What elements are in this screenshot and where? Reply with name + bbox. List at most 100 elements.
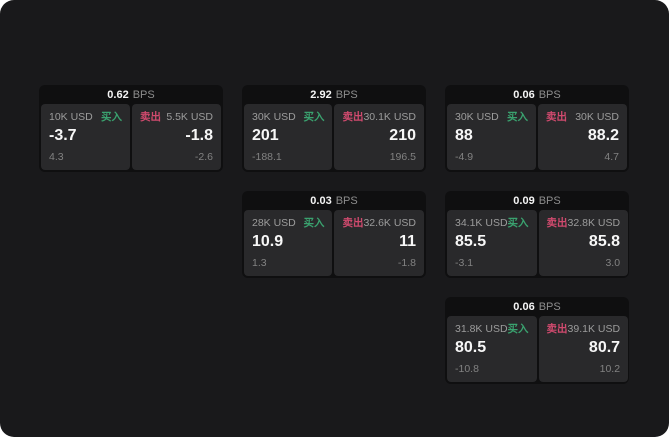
sell-side-label: 卖出 — [342, 111, 364, 123]
spread-unit-label: BPS — [132, 89, 155, 101]
sell-panel-top: 卖出 32.6K USD — [342, 217, 416, 230]
sell-change-value: -2.6 — [194, 151, 213, 163]
buy-panel-top: 30K USD 买入 — [455, 111, 528, 124]
buy-side-label: 买入 — [507, 323, 529, 335]
card-header: 0.03 BPS — [244, 193, 424, 210]
buy-panel-top: 34.1K USD 买入 — [455, 217, 529, 230]
sell-quote-panel[interactable]: 卖出 30.1K USD 210 196.5 — [334, 104, 424, 170]
spread-value: 0.03 — [310, 195, 332, 207]
buy-price-value: -3.7 — [49, 127, 77, 144]
quote-card: 2.92 BPS 30K USD 买入 201 -188.1 卖出 30.1K … — [242, 85, 426, 172]
buy-price-value: 85.5 — [455, 233, 487, 250]
buy-side-label: 买入 — [101, 111, 122, 123]
quote-panels: 31.8K USD 买入 80.5 -10.8 卖出 39.1K USD 80.… — [447, 316, 629, 382]
sell-change-value: 196.5 — [389, 151, 416, 163]
buy-price-value: 80.5 — [455, 339, 487, 356]
sell-size-label: 30K USD — [575, 111, 619, 123]
sell-panel-top: 卖出 39.1K USD — [547, 323, 621, 336]
sell-quote-panel[interactable]: 卖出 32.8K USD 85.8 3.0 — [538, 210, 629, 276]
buy-panel-top: 30K USD 买入 — [252, 111, 324, 124]
card-header: 0.09 BPS — [447, 193, 627, 210]
spread-unit-label: BPS — [538, 301, 561, 313]
quote-panels: 30K USD 买入 201 -188.1 卖出 30.1K USD 210 1… — [244, 104, 424, 170]
sell-size-label: 32.6K USD — [363, 217, 416, 229]
buy-side-label: 买入 — [303, 217, 325, 229]
buy-size-label: 34.1K USD — [455, 217, 508, 229]
spread-value: 0.06 — [513, 89, 535, 101]
buy-change-value: -10.8 — [455, 363, 479, 375]
sell-side-label: 卖出 — [342, 217, 364, 229]
buy-size-label: 31.8K USD — [455, 323, 508, 335]
spread-unit-label: BPS — [538, 89, 561, 101]
card-header: 0.62 BPS — [41, 87, 221, 104]
buy-quote-panel[interactable]: 10K USD 买入 -3.7 4.3 — [41, 104, 130, 170]
buy-quote-panel[interactable]: 30K USD 买入 201 -188.1 — [244, 104, 333, 170]
buy-size-label: 30K USD — [252, 111, 296, 123]
sell-size-label: 39.1K USD — [567, 323, 621, 335]
buy-price-value: 10.9 — [252, 233, 284, 250]
sell-change-value: 10.2 — [599, 363, 621, 375]
buy-side-label: 买入 — [507, 111, 528, 123]
quote-grid: 0.62 BPS 10K USD 买入 -3.7 4.3 卖出 5.5K USD… — [39, 85, 629, 384]
sell-side-label: 卖出 — [546, 111, 567, 123]
sell-panel-top: 卖出 5.5K USD — [140, 111, 213, 124]
quote-panels: 34.1K USD 买入 85.5 -3.1 卖出 32.8K USD 85.8… — [447, 210, 629, 276]
spread-value: 0.09 — [513, 195, 535, 207]
sell-change-value: -1.8 — [397, 257, 416, 269]
buy-price-value: 201 — [252, 127, 279, 144]
sell-price-value: 80.7 — [588, 339, 621, 356]
sell-quote-panel[interactable]: 卖出 32.6K USD 11 -1.8 — [334, 210, 424, 276]
sell-size-label: 30.1K USD — [363, 111, 416, 123]
sell-quote-panel[interactable]: 卖出 5.5K USD -1.8 -2.6 — [132, 104, 221, 170]
buy-change-value: 4.3 — [49, 151, 64, 163]
buy-side-label: 买入 — [303, 111, 325, 123]
spread-unit-label: BPS — [538, 195, 561, 207]
buy-change-value: -3.1 — [455, 257, 474, 269]
sell-change-value: 4.7 — [604, 151, 619, 163]
buy-price-value: 88 — [455, 127, 473, 144]
quote-card: 0.06 BPS 30K USD 买入 88 -4.9 卖出 30K USD 8… — [445, 85, 629, 172]
buy-quote-panel[interactable]: 31.8K USD 买入 80.5 -10.8 — [447, 316, 537, 382]
quote-panels: 10K USD 买入 -3.7 4.3 卖出 5.5K USD -1.8 -2.… — [41, 104, 221, 170]
sell-quote-panel[interactable]: 卖出 30K USD 88.2 4.7 — [538, 104, 627, 170]
buy-quote-panel[interactable]: 30K USD 买入 88 -4.9 — [447, 104, 536, 170]
sell-size-label: 5.5K USD — [166, 111, 213, 123]
buy-size-label: 28K USD — [252, 217, 296, 229]
card-header: 0.06 BPS — [447, 299, 627, 316]
sell-panel-top: 卖出 30.1K USD — [342, 111, 416, 124]
spread-value: 0.06 — [513, 301, 535, 313]
quote-card: 0.06 BPS 31.8K USD 买入 80.5 -10.8 卖出 39.1… — [445, 297, 629, 384]
sell-price-value: 88.2 — [587, 127, 619, 144]
quote-card: 0.09 BPS 34.1K USD 买入 85.5 -3.1 卖出 32.8K… — [445, 191, 629, 278]
sell-change-value: 3.0 — [605, 257, 621, 269]
sell-price-value: -1.8 — [185, 127, 213, 144]
quote-card: 0.03 BPS 28K USD 买入 10.9 1.3 卖出 32.6K US… — [242, 191, 426, 278]
quote-card: 0.62 BPS 10K USD 买入 -3.7 4.3 卖出 5.5K USD… — [39, 85, 223, 172]
buy-panel-top: 31.8K USD 买入 — [455, 323, 529, 336]
spread-unit-label: BPS — [335, 89, 358, 101]
sell-price-value: 11 — [399, 233, 416, 250]
quote-panels: 28K USD 买入 10.9 1.3 卖出 32.6K USD 11 -1.8 — [244, 210, 424, 276]
buy-size-label: 30K USD — [455, 111, 499, 123]
sell-side-label: 卖出 — [140, 111, 161, 123]
buy-panel-top: 10K USD 买入 — [49, 111, 122, 124]
spread-value: 2.92 — [310, 89, 332, 101]
buy-change-value: -4.9 — [455, 151, 474, 163]
sell-price-value: 210 — [389, 127, 416, 144]
buy-size-label: 10K USD — [49, 111, 93, 123]
buy-quote-panel[interactable]: 34.1K USD 买入 85.5 -3.1 — [447, 210, 537, 276]
spread-unit-label: BPS — [335, 195, 358, 207]
spread-value: 0.62 — [107, 89, 129, 101]
card-header: 2.92 BPS — [244, 87, 424, 104]
buy-quote-panel[interactable]: 28K USD 买入 10.9 1.3 — [244, 210, 333, 276]
buy-change-value: -188.1 — [252, 151, 282, 163]
quote-panels: 30K USD 买入 88 -4.9 卖出 30K USD 88.2 4.7 — [447, 104, 627, 170]
sell-panel-top: 卖出 32.8K USD — [547, 217, 621, 230]
buy-change-value: 1.3 — [252, 257, 267, 269]
buy-panel-top: 28K USD 买入 — [252, 217, 324, 230]
card-header: 0.06 BPS — [447, 87, 627, 104]
sell-quote-panel[interactable]: 卖出 39.1K USD 80.7 10.2 — [538, 316, 629, 382]
sell-side-label: 卖出 — [546, 217, 568, 229]
sell-panel-top: 卖出 30K USD — [546, 111, 619, 124]
